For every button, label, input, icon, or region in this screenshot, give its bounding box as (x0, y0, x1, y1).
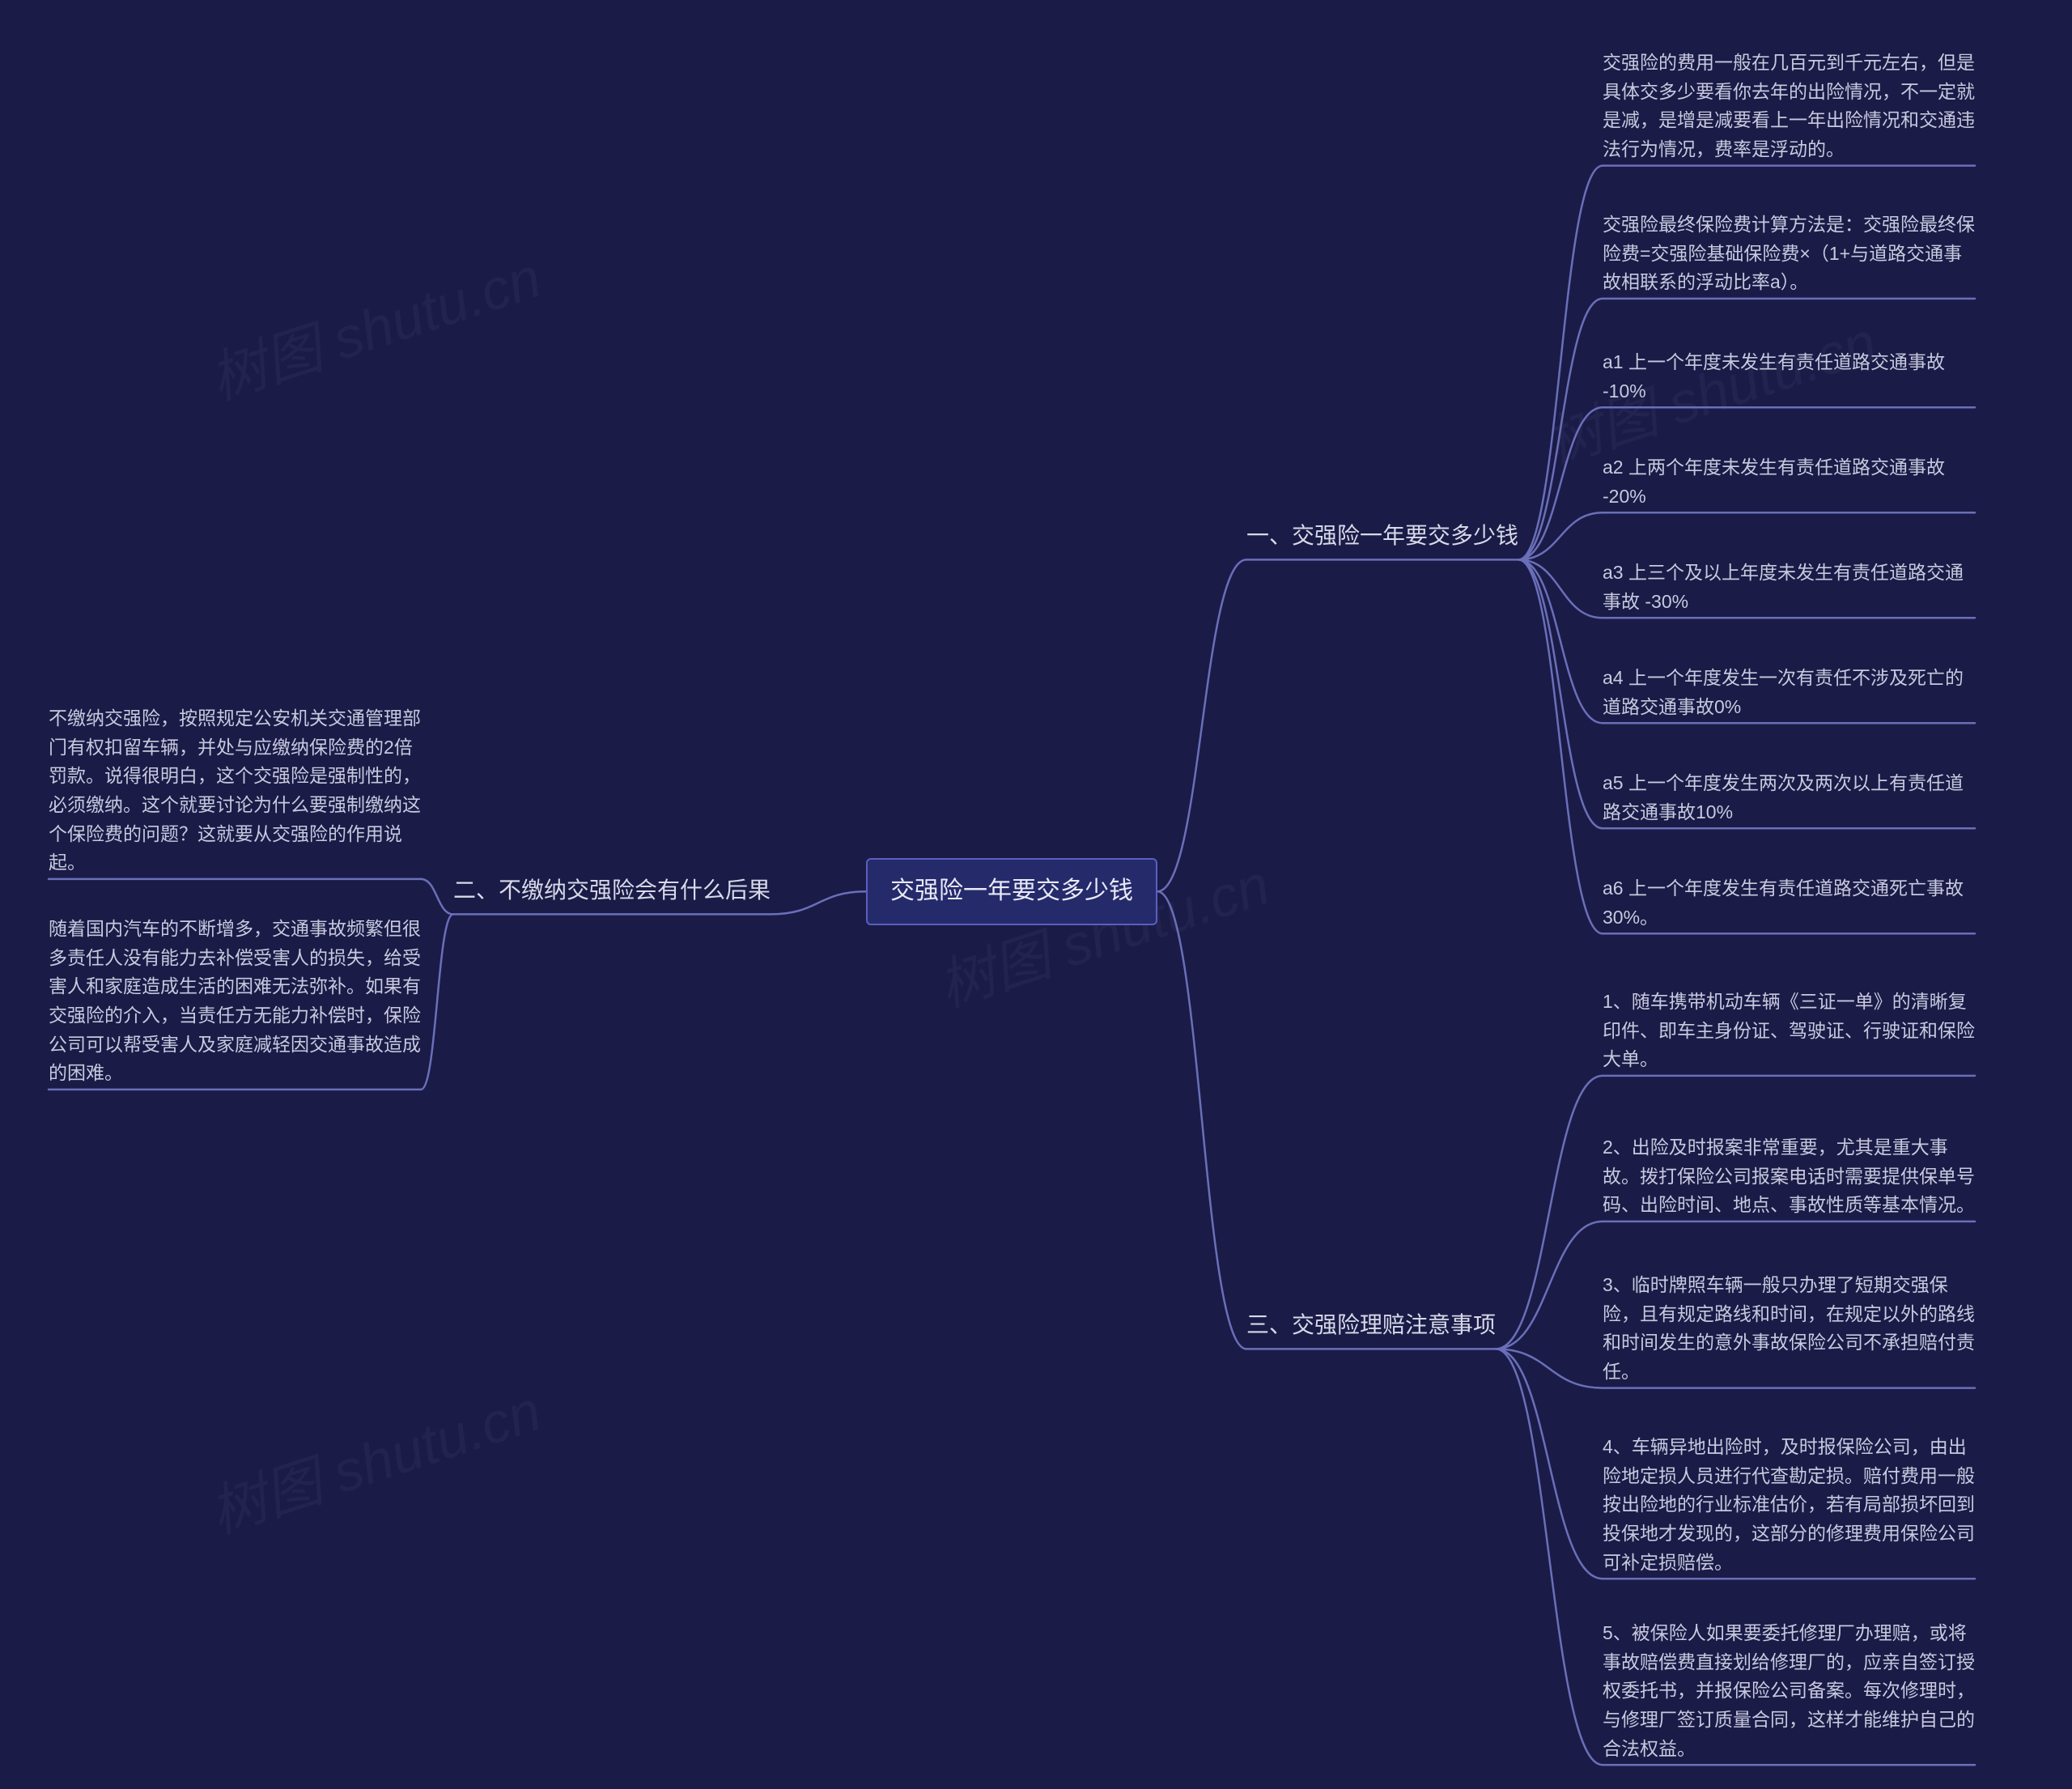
branch-cost: 一、交强险一年要交多少钱 (1246, 518, 1518, 558)
leaf-cost-1: 交强险最终保险费计算方法是：交强险最终保险费=交强险基础保险费×（1+与道路交通… (1603, 210, 1975, 297)
leaf-claims-3: 4、车辆异地出险时，及时报保险公司，由出险地定损人员进行代查勘定损。赔付费用一般… (1603, 1433, 1975, 1577)
leaf-cost-7: a6 上一个年度发生有责任道路交通死亡事故30%。 (1603, 874, 1975, 932)
leaf-claims-0: 1、随车携带机动车辆《三证一单》的清晰复印件、即车主身份证、驾驶证、行驶证和保险… (1603, 988, 1975, 1074)
watermark: 树图 shutu.cn (198, 1366, 550, 1549)
watermark: 树图 shutu.cn (198, 232, 550, 416)
leaf-claims-4: 5、被保险人如果要委托修理厂办理赔，或将事故赔偿费直接划给修理厂的，应亲自签订授… (1603, 1619, 1975, 1763)
leaf-claims-2: 3、临时牌照车辆一般只办理了短期交强保险，且有规定路线和时间，在规定以外的路线和… (1603, 1271, 1975, 1387)
branch-claims: 三、交强险理赔注意事项 (1246, 1307, 1496, 1347)
leaf-cost-6: a5 上一个年度发生两次及两次以上有责任道路交通事故10% (1603, 769, 1975, 827)
leaf-cost-2: a1 上一个年度未发生有责任道路交通事故 -10% (1603, 348, 1975, 406)
branch-consequences: 二、不缴纳交强险会有什么后果 (453, 873, 771, 912)
leaf-consequences-1: 随着国内汽车的不断增多，交通事故频繁但很多责任人没有能力去补偿受害人的损失，给受… (49, 915, 421, 1088)
leaf-cost-0: 交强险的费用一般在几百元到千元左右，但是具体交多少要看你去年的出险情况，不一定就… (1603, 49, 1975, 164)
leaf-consequences-0: 不缴纳交强险，按照规定公安机关交通管理部门有权扣留车辆，并处与应缴纳保险费的2倍… (49, 704, 421, 878)
leaf-cost-4: a3 上三个及以上年度未发生有责任道路交通事故 -30% (1603, 559, 1975, 616)
leaf-claims-1: 2、出险及时报案非常重要，尤其是重大事故。拨打保险公司报案电话时需要提供保单号码… (1603, 1133, 1975, 1220)
leaf-cost-3: a2 上两个年度未发生有责任道路交通事故 -20% (1603, 453, 1975, 511)
root-node: 交强险一年要交多少钱 (866, 858, 1157, 925)
leaf-cost-5: a4 上一个年度发生一次有责任不涉及死亡的道路交通事故0% (1603, 664, 1975, 721)
